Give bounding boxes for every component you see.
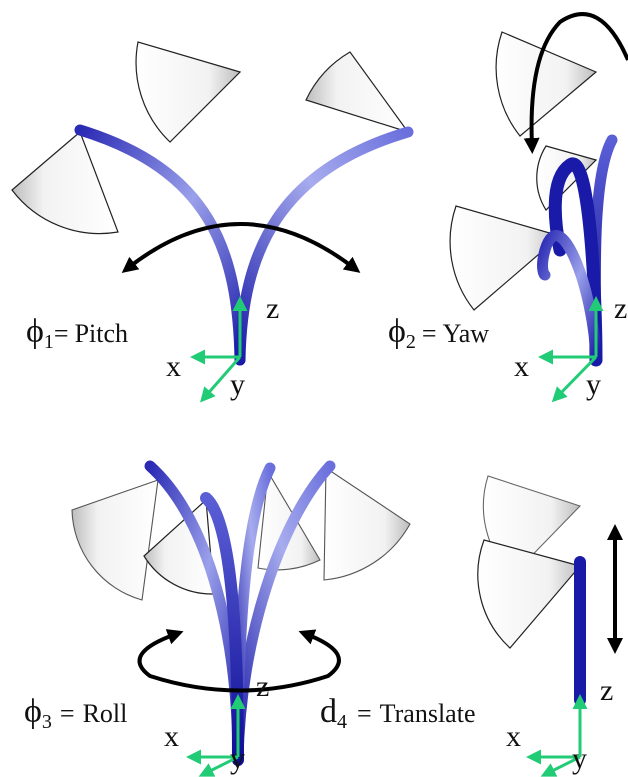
yaw-motion-arrow bbox=[523, 12, 628, 154]
fov-wedge-roll-left bbox=[71, 479, 159, 601]
axis-y-label: y bbox=[230, 368, 245, 401]
axis-z-label-translate: z bbox=[600, 674, 613, 707]
axis-y-label-translate: y bbox=[572, 742, 587, 775]
axis-x-label-translate: x bbox=[506, 720, 521, 753]
fov-wedge-yaw-top bbox=[495, 31, 598, 137]
pitch-motion-arrow bbox=[121, 222, 361, 273]
yaw-label: ϕ2 = Yaw bbox=[388, 313, 489, 353]
roll-motion-arrow bbox=[137, 629, 341, 693]
axis-z-label-yaw: z bbox=[614, 292, 627, 325]
panel-translate: z x y d4 = Translate bbox=[320, 475, 623, 777]
axis-x-label-roll: x bbox=[164, 720, 179, 753]
translate-label: d4 = Translate bbox=[320, 693, 475, 733]
axis-y-label-yaw: y bbox=[586, 368, 601, 401]
fov-wedge-translate-bottom bbox=[477, 539, 582, 649]
fov-wedge-top-right bbox=[305, 51, 410, 134]
axis-x-label-yaw: x bbox=[514, 350, 529, 383]
fov-wedge-top-left bbox=[135, 41, 242, 143]
frame-yaw bbox=[538, 296, 604, 403]
axis-x-label: x bbox=[166, 350, 181, 383]
frame-pitch bbox=[190, 296, 248, 403]
roll-label: ϕ3 = Roll bbox=[24, 693, 127, 733]
panel-roll: z x y ϕ3 = Roll bbox=[24, 460, 411, 777]
fov-wedge-left bbox=[11, 130, 119, 235]
fov-wedge-yaw-left bbox=[449, 205, 562, 311]
panel-yaw: z x y ϕ2 = Yaw bbox=[388, 12, 628, 403]
pitch-label: ϕ1= Pitch bbox=[26, 313, 128, 353]
panel-pitch: z x y ϕ1= Pitch bbox=[11, 41, 414, 403]
axis-z-label-roll: z bbox=[256, 670, 269, 703]
axis-z-label: z bbox=[266, 292, 279, 325]
frame-translate bbox=[526, 694, 588, 777]
fov-wedge-roll-right bbox=[323, 466, 411, 581]
frame-roll bbox=[186, 694, 246, 777]
axis-y-label-roll: y bbox=[230, 742, 245, 775]
